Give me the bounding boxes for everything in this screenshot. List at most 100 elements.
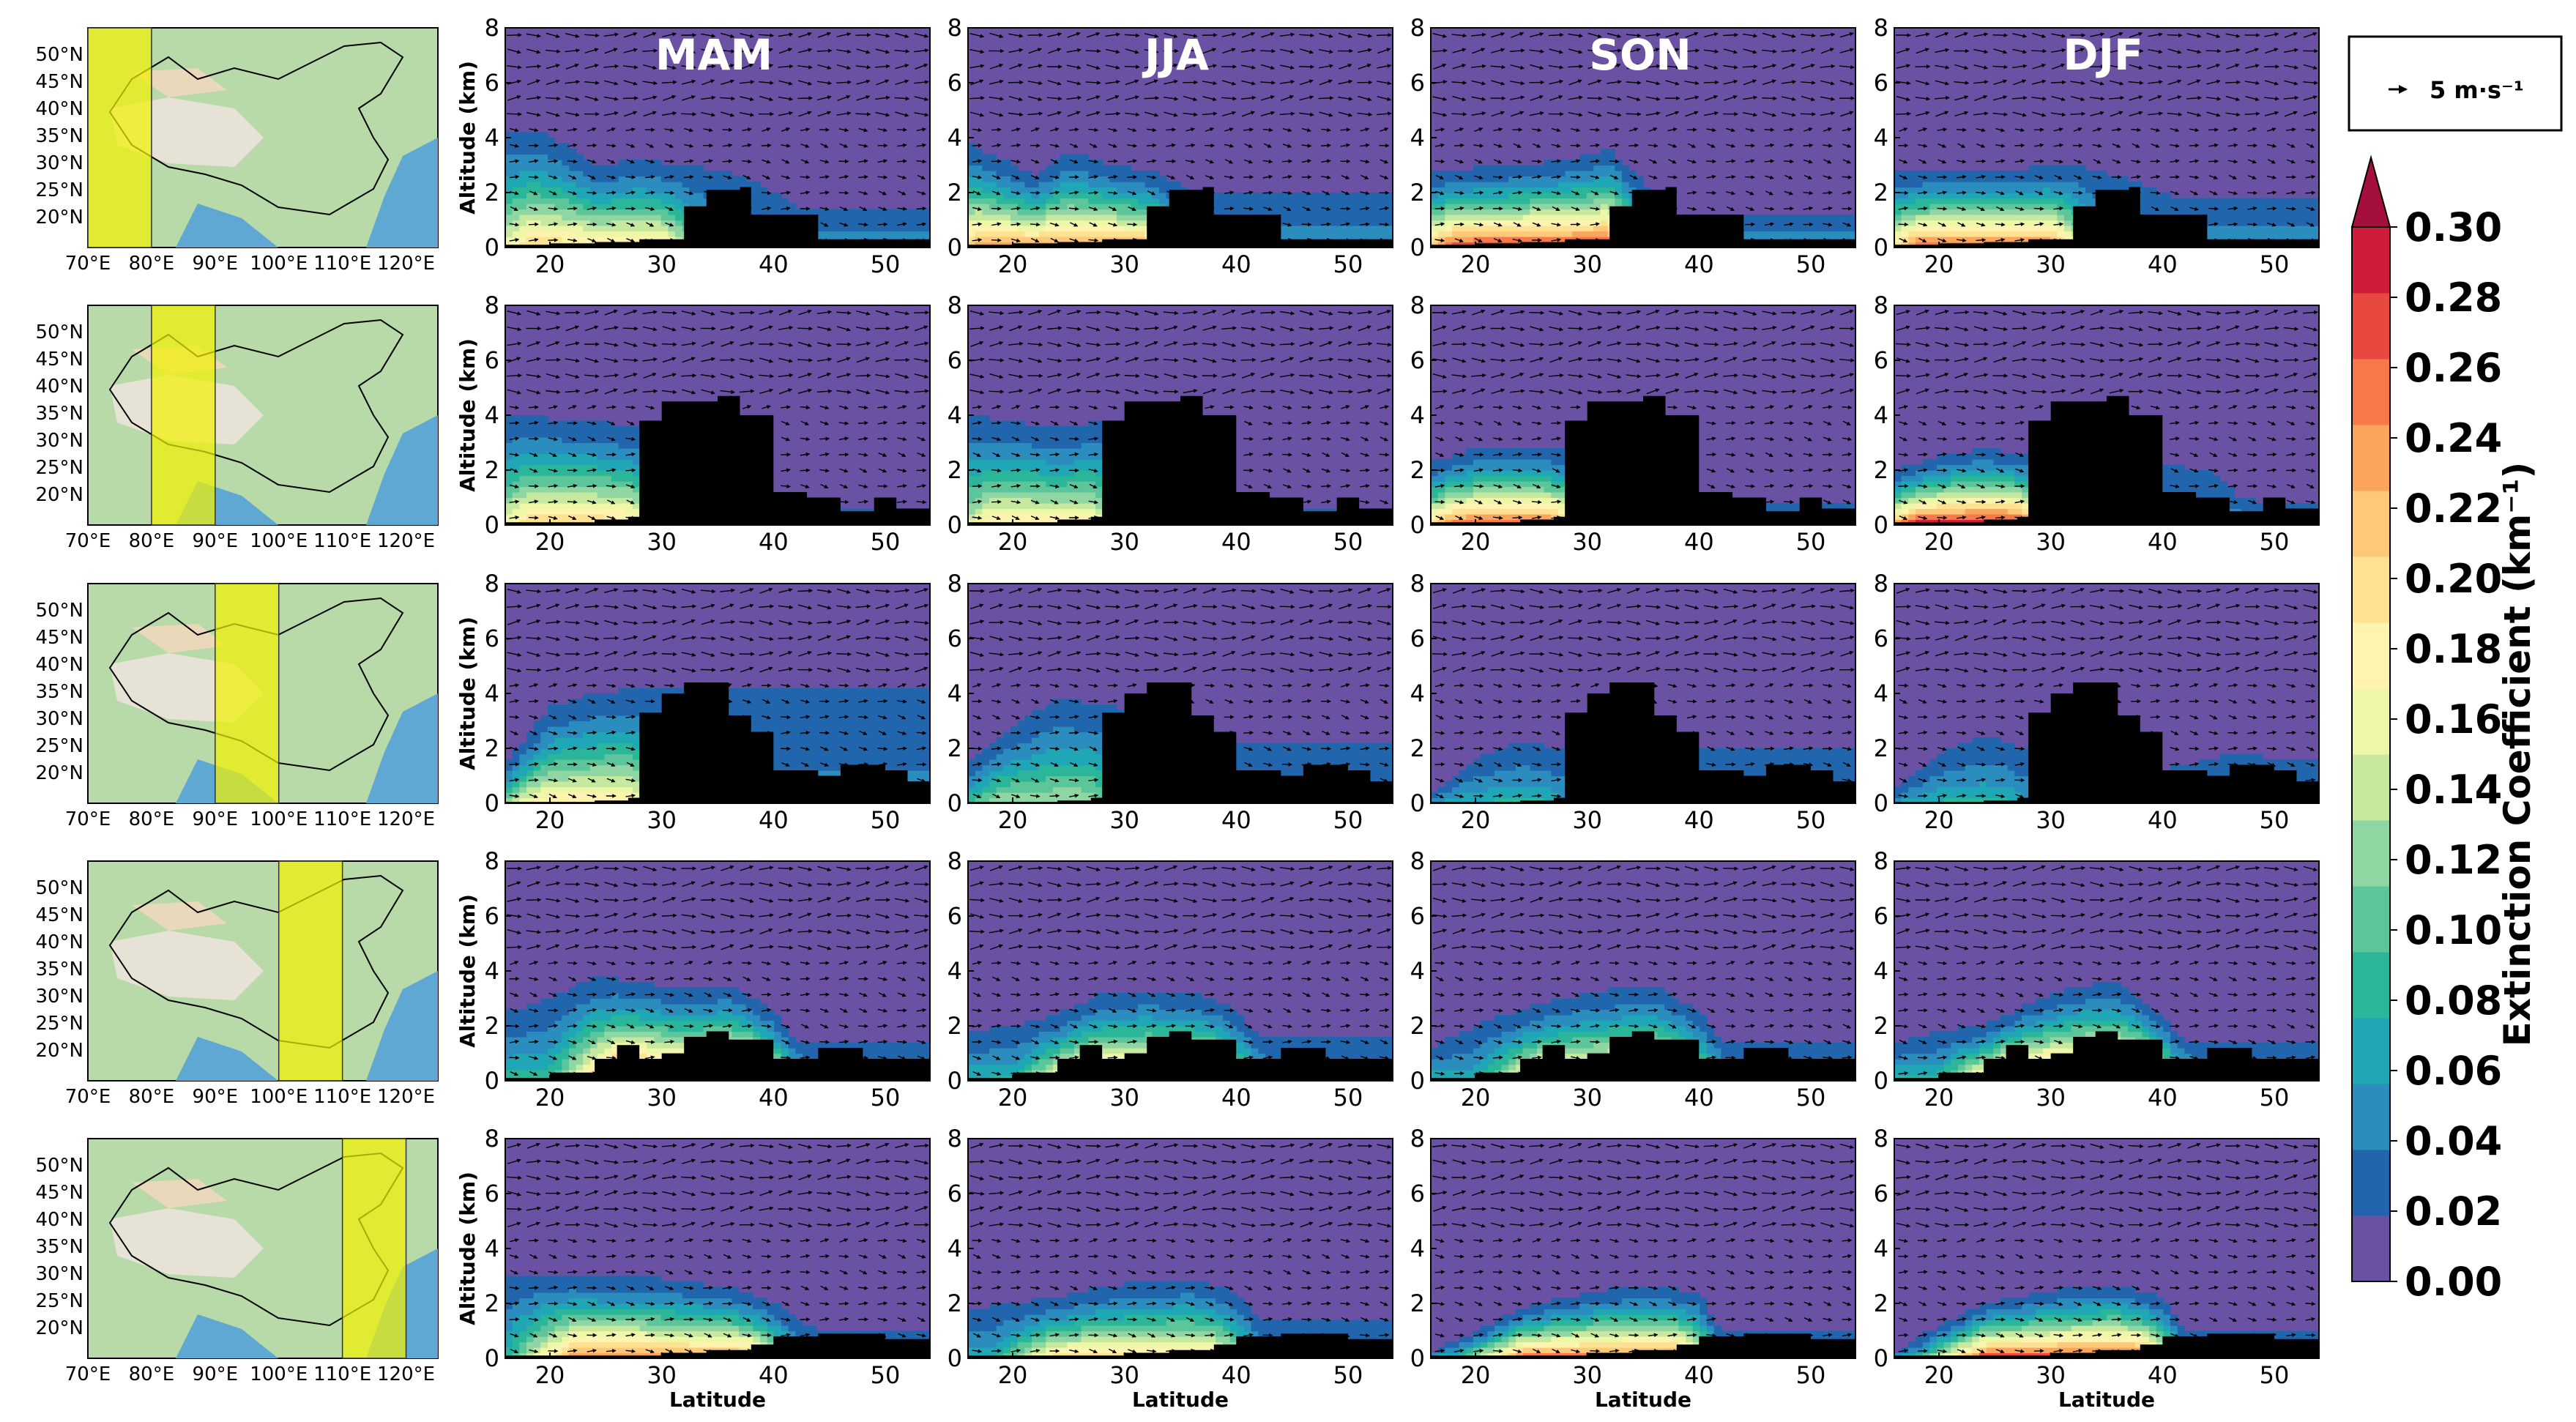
- aerosol-cell: [1579, 160, 1587, 166]
- aerosol-cell: [1929, 231, 1937, 237]
- aerosol-cell: [2262, 215, 2270, 221]
- aerosol-cell: [548, 431, 556, 438]
- aerosol-cell: [1929, 182, 1937, 188]
- aerosol-cell: [618, 508, 626, 515]
- aerosol-cell: [1308, 215, 1316, 221]
- aerosol-cell: [1131, 220, 1139, 226]
- aerosol-cell: [2248, 226, 2256, 232]
- aerosol-cell: [1138, 226, 1146, 232]
- wind-vector: [528, 222, 539, 227]
- aerosol-cell: [1792, 231, 1800, 237]
- aerosol-cell: [519, 486, 527, 493]
- aerosol-cell: [1565, 165, 1573, 171]
- aerosol-cell: [1601, 182, 1609, 188]
- aerosol-cell: [1159, 193, 1167, 199]
- aerosol-cell: [2028, 176, 2036, 182]
- aerosol-cell: [618, 475, 626, 482]
- aerosol-cell: [1544, 209, 1552, 215]
- aerosol-cell: [1986, 231, 1994, 237]
- aerosol-cell: [1979, 198, 1987, 204]
- aerosol-cell: [1144, 198, 1153, 204]
- aerosol-cell: [1501, 165, 1509, 171]
- aerosol-cell: [1095, 182, 1103, 188]
- aerosol-cell: [909, 226, 917, 232]
- aerosol-cell: [2099, 182, 2107, 188]
- aerosol-cell: [873, 220, 881, 226]
- aerosol-cell: [1601, 204, 1609, 210]
- aerosol-cell: [576, 209, 584, 215]
- aerosol-cell: [1357, 226, 1365, 232]
- aerosol-cell: [2255, 215, 2263, 221]
- x-tick-label: 30: [2036, 250, 2066, 278]
- aerosol-cell: [1565, 220, 1573, 226]
- aerosol-cell: [633, 464, 641, 471]
- aerosol-cell: [548, 182, 556, 188]
- aerosol-cell: [2085, 198, 2093, 204]
- aerosol-cell: [1287, 215, 1295, 221]
- aerosol-cell: [583, 193, 591, 199]
- aerosol-cell: [597, 459, 605, 466]
- aerosol-cell: [1445, 231, 1453, 237]
- aerosol-cell: [512, 486, 520, 493]
- aerosol-cell: [2213, 226, 2221, 232]
- aerosol-cell: [1123, 193, 1131, 199]
- aerosol-cell: [1972, 231, 1980, 237]
- aerosol-cell: [611, 171, 619, 177]
- aerosol-cell: [1972, 171, 1980, 177]
- aerosol-cell: [1357, 193, 1365, 199]
- aerosol-cell: [1452, 231, 1460, 237]
- aerosol-cell: [526, 514, 535, 521]
- wind-vector: [1144, 96, 1160, 100]
- aerosol-cell: [2283, 231, 2291, 237]
- aerosol-cell: [639, 215, 647, 221]
- aerosol-cell: [1138, 204, 1146, 210]
- aerosol-cell: [1466, 237, 1474, 243]
- aerosol-cell: [540, 143, 548, 149]
- aerosol-cell: [540, 492, 548, 499]
- aerosol-cell: [1749, 220, 1757, 226]
- aerosol-cell: [1038, 209, 1046, 215]
- aerosol-cell: [2043, 220, 2051, 226]
- aerosol-cell: [2142, 204, 2150, 210]
- y-tick-label: 6: [485, 69, 499, 97]
- aerosol-cell: [1473, 182, 1481, 188]
- aerosol-cell: [576, 426, 584, 433]
- map-panel: 70°E 80°E 90°E 100°E 110°E 120°E50°N45°N40°N3…: [35, 1138, 439, 1385]
- aerosol-cell: [562, 231, 570, 237]
- aerosol-cell: [866, 215, 874, 221]
- aerosol-cell: [1501, 215, 1509, 221]
- aerosol-cell: [562, 514, 570, 521]
- wind-vector: [1531, 159, 1542, 164]
- aerosol-cell: [2057, 226, 2065, 232]
- aerosol-cell: [774, 209, 782, 215]
- aerosol-cell: [654, 231, 662, 237]
- aerosol-cell: [2043, 171, 2051, 177]
- aerosol-cell: [1480, 176, 1488, 182]
- aerosol-cell: [505, 437, 513, 444]
- aerosol-cell: [1024, 204, 1032, 210]
- aerosol-cell: [1138, 193, 1146, 199]
- aerosol-cell: [2064, 193, 2072, 199]
- aerosol-cell: [1336, 231, 1344, 237]
- aerosol-cell: [1841, 215, 1849, 221]
- aerosol-cell: [1060, 187, 1068, 193]
- aerosol-cell: [618, 514, 626, 521]
- aerosol-cell: [1951, 176, 1959, 182]
- aerosol-cell: [519, 415, 527, 422]
- aerosol-cell: [512, 492, 520, 499]
- aerosol-cell: [1293, 198, 1301, 204]
- aerosol-cell: [2007, 187, 2015, 193]
- aerosol-cell: [696, 198, 704, 204]
- aerosol-cell: [597, 209, 605, 215]
- aerosol-cell: [982, 226, 990, 232]
- aerosol-cell: [1601, 165, 1609, 171]
- aerosol-cell: [554, 149, 562, 155]
- aerosol-cell: [618, 165, 626, 171]
- aerosol-cell: [781, 209, 789, 215]
- aerosol-cell: [618, 176, 626, 182]
- aerosol-cell: [1579, 226, 1587, 232]
- aerosol-cell: [1834, 226, 1842, 232]
- aerosol-cell: [1551, 160, 1559, 166]
- aerosol-cell: [604, 187, 612, 193]
- aerosol-cell: [512, 149, 520, 155]
